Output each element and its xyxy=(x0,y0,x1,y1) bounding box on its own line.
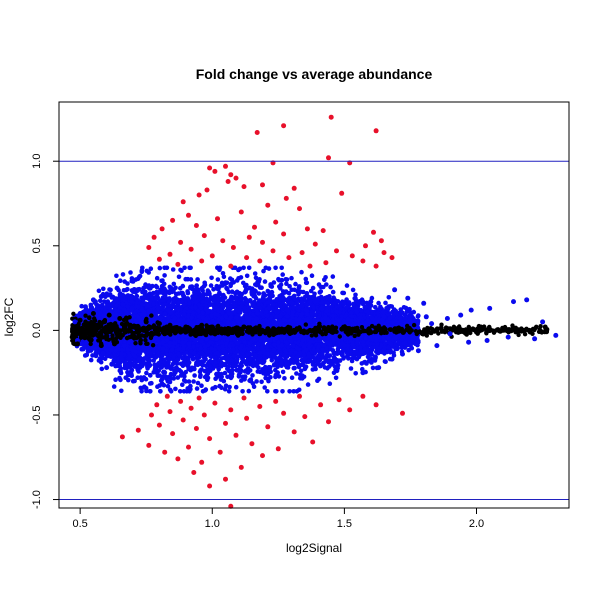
point-blue-cloud xyxy=(167,379,173,385)
point-blue-cloud xyxy=(176,274,182,280)
point-blue-cloud xyxy=(282,376,287,381)
point-blue-cloud xyxy=(215,277,221,282)
point-blue-cloud xyxy=(128,270,133,275)
point-blue-cloud xyxy=(284,281,289,287)
point-blue-cloud xyxy=(178,369,184,374)
point-blue-cloud xyxy=(223,383,229,389)
point-blue-cloud xyxy=(173,386,178,392)
point-blue-cloud xyxy=(383,300,388,306)
point-blue-cloud xyxy=(114,273,119,279)
point-blue-cloud xyxy=(213,376,218,382)
point-blue-cloud xyxy=(353,292,358,298)
chart-title: Fold change vs average abundance xyxy=(196,66,433,82)
point-blue-cloud xyxy=(353,371,359,376)
point-blue-cloud xyxy=(294,371,299,376)
point-blue-cloud xyxy=(180,382,185,388)
point-blue-cloud xyxy=(195,277,200,282)
point-blue-cloud xyxy=(241,265,246,271)
point-blue-cloud xyxy=(350,287,356,293)
point-blue-cloud xyxy=(244,273,250,279)
point-blue-cloud xyxy=(194,386,200,391)
point-blue-cloud xyxy=(273,265,278,271)
point-blue-cloud xyxy=(221,292,226,298)
point-blue-cloud xyxy=(259,379,264,385)
point-blue-cloud xyxy=(147,389,153,394)
point-blue-cloud xyxy=(254,379,259,384)
point-blue-cloud xyxy=(122,279,127,284)
point-blue-cloud xyxy=(263,375,268,381)
point-blue-cloud xyxy=(233,384,239,390)
point-blue-cloud xyxy=(175,375,181,380)
point-blue-cloud xyxy=(136,369,141,374)
point-blue-cloud xyxy=(148,373,153,378)
point-blue-cloud xyxy=(251,384,257,390)
y-axis-label: log2FC xyxy=(2,297,16,336)
point-blue-cloud xyxy=(194,283,199,288)
point-blue-cloud xyxy=(170,267,176,272)
point-blue-cloud xyxy=(192,373,197,378)
point-blue-cloud xyxy=(246,388,252,394)
point-blue-cloud xyxy=(299,269,304,275)
point-blue-cloud xyxy=(287,284,292,289)
x-axis-label: log2Signal xyxy=(286,541,342,555)
point-blue-cloud xyxy=(111,384,117,389)
point-blue-cloud xyxy=(246,265,252,271)
point-blue-cloud xyxy=(248,377,254,382)
point-blue-cloud xyxy=(298,368,304,374)
point-blue-cloud xyxy=(303,276,309,282)
point-blue-cloud xyxy=(181,378,187,383)
point-blue-cloud xyxy=(280,389,285,394)
scatter-points xyxy=(69,114,559,509)
point-blue-cloud xyxy=(79,303,84,309)
point-blue-cloud xyxy=(199,383,204,389)
point-blue-cloud xyxy=(386,295,392,300)
point-blue-cloud xyxy=(144,370,149,376)
point-blue-cloud xyxy=(144,268,150,274)
point-blue-cloud xyxy=(191,379,196,384)
point-blue-cloud xyxy=(289,275,294,281)
point-blue-cloud xyxy=(99,366,105,372)
point-blue-cloud xyxy=(161,281,167,287)
point-blue-cloud xyxy=(287,389,292,394)
point-blue-cloud xyxy=(208,283,214,288)
point-blue-cloud xyxy=(222,370,228,376)
point-blue-cloud xyxy=(277,284,282,289)
point-blue-cloud xyxy=(202,280,207,286)
point-blue-cloud xyxy=(256,291,262,296)
point-blue-cloud xyxy=(318,289,324,294)
point-blue-cloud xyxy=(330,289,336,295)
point-blue-cloud xyxy=(222,386,228,392)
point-blue-cloud xyxy=(250,373,255,378)
point-blue-cloud xyxy=(186,379,192,384)
